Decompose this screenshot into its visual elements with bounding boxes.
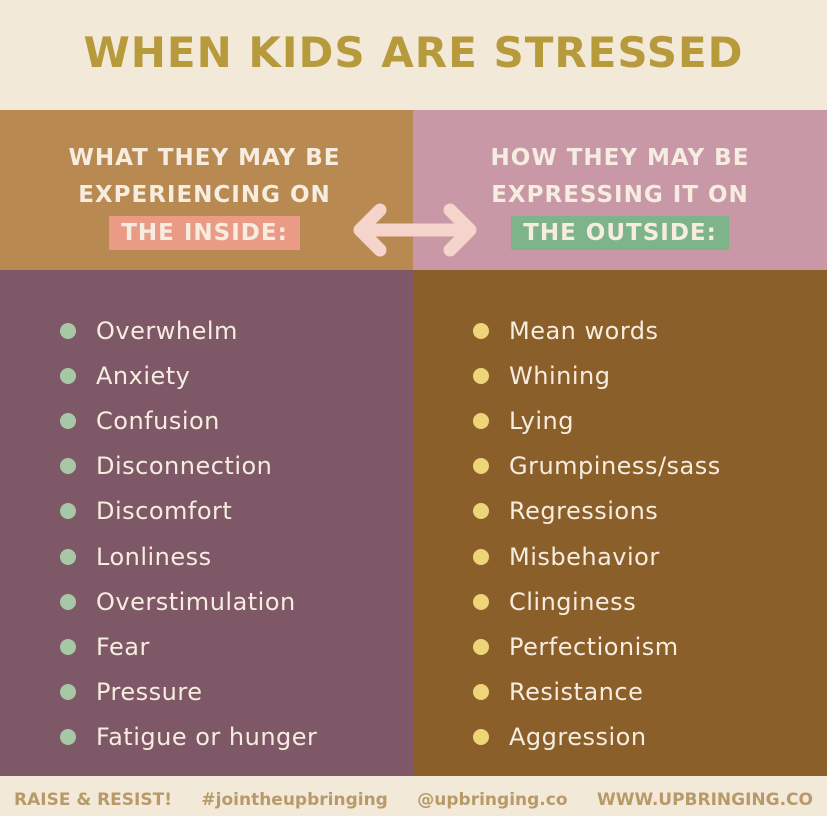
list-item: Resistance [473, 670, 721, 715]
bullet-icon [473, 322, 489, 339]
bullet-icon [473, 458, 489, 475]
list-item-label: Fatigue or hunger [96, 723, 318, 752]
footer: RAISE & RESIST! #jointheupbringing @upbr… [14, 790, 813, 810]
list-item: Fear [60, 624, 317, 669]
list-item-label: Whining [509, 361, 611, 390]
outside-list: Mean words Whining Lying Grumpiness/sass Reg… [473, 308, 721, 760]
list-item: Discomfort [60, 489, 317, 534]
list-item-label: Confusion [96, 406, 220, 435]
bullet-icon [60, 367, 76, 384]
list-item: Disconnection [60, 444, 317, 489]
outside-list-panel: Mean words Whining Lying Grumpiness/sass Reg… [413, 270, 827, 776]
bullet-icon [473, 684, 489, 701]
bullet-icon [60, 322, 76, 339]
list-item-label: Regressions [509, 497, 659, 526]
inside-heading-line2: EXPERIENCING ON [78, 182, 331, 208]
bullet-icon [60, 593, 76, 610]
list-item: Pressure [60, 670, 317, 715]
inside-heading-line1: WHAT THEY MAY BE [68, 145, 341, 171]
list-item-label: Perfectionism [509, 632, 679, 661]
footer-handle: @upbringing.co [417, 790, 568, 810]
list-item: Perfectionism [473, 624, 721, 669]
list-item: Confusion [60, 398, 317, 443]
list-item: Fatigue or hunger [60, 715, 317, 760]
list-item-label: Mean words [509, 316, 659, 345]
inside-badge: THE INSIDE: [109, 216, 300, 250]
list-item-label: Resistance [509, 678, 644, 707]
list-item-label: Disconnection [96, 452, 273, 481]
bullet-icon [473, 729, 489, 746]
footer-slogan: RAISE & RESIST! [14, 790, 172, 810]
footer-hashtag: #jointheupbringing [201, 790, 388, 810]
bullet-icon [473, 548, 489, 565]
outside-heading-line1: HOW THEY MAY BE [490, 145, 750, 171]
bullet-icon [473, 638, 489, 655]
bullet-icon [60, 729, 76, 746]
list-item: Misbehavior [473, 534, 721, 579]
list-item: Overstimulation [60, 579, 317, 624]
list-item-label: Fear [96, 632, 150, 661]
inside-list: Overwhelm Anxiety Confusion Disconnection Di… [60, 308, 317, 760]
list-item-label: Aggression [509, 723, 647, 752]
list-item-label: Discomfort [96, 497, 233, 526]
list-item-label: Overwhelm [96, 316, 238, 345]
list-item: Regressions [473, 489, 721, 534]
bullet-icon [473, 367, 489, 384]
list-item-label: Pressure [96, 678, 203, 707]
inside-list-panel: Overwhelm Anxiety Confusion Disconnection Di… [0, 270, 413, 776]
bullet-icon [473, 503, 489, 520]
outside-badge: THE OUTSIDE: [511, 216, 729, 250]
list-item-label: Lying [509, 406, 574, 435]
list-item: Lying [473, 398, 721, 443]
bullet-icon [60, 684, 76, 701]
page-title: WHEN KIDS ARE STRESSED [83, 28, 744, 77]
bullet-icon [60, 412, 76, 429]
list-item-label: Anxiety [96, 361, 191, 390]
inside-header-panel: WHAT THEY MAY BE EXPERIENCING ON THE INS… [0, 110, 413, 270]
list-item-label: Grumpiness/sass [509, 452, 721, 481]
list-item: Grumpiness/sass [473, 444, 721, 489]
list-item: Aggression [473, 715, 721, 760]
bullet-icon [60, 548, 76, 565]
list-item-label: Lonliness [96, 542, 212, 571]
list-item: Whining [473, 353, 721, 398]
bullet-icon [473, 593, 489, 610]
list-item: Lonliness [60, 534, 317, 579]
double-arrow-icon [353, 203, 477, 257]
list-item-label: Clinginess [509, 587, 637, 616]
outside-heading-line2: EXPRESSING IT ON [491, 182, 749, 208]
list-item: Overwhelm [60, 308, 317, 353]
outside-header-panel: HOW THEY MAY BE EXPRESSING IT ON THE OUT… [413, 110, 827, 270]
list-item-label: Misbehavior [509, 542, 660, 571]
footer-website: WWW.UPBRINGING.CO [596, 790, 813, 810]
bullet-icon [473, 412, 489, 429]
list-item: Anxiety [60, 353, 317, 398]
bullet-icon [60, 458, 76, 475]
bullet-icon [60, 503, 76, 520]
list-item-label: Overstimulation [96, 587, 296, 616]
bullet-icon [60, 638, 76, 655]
list-item: Mean words [473, 308, 721, 353]
list-item: Clinginess [473, 579, 721, 624]
